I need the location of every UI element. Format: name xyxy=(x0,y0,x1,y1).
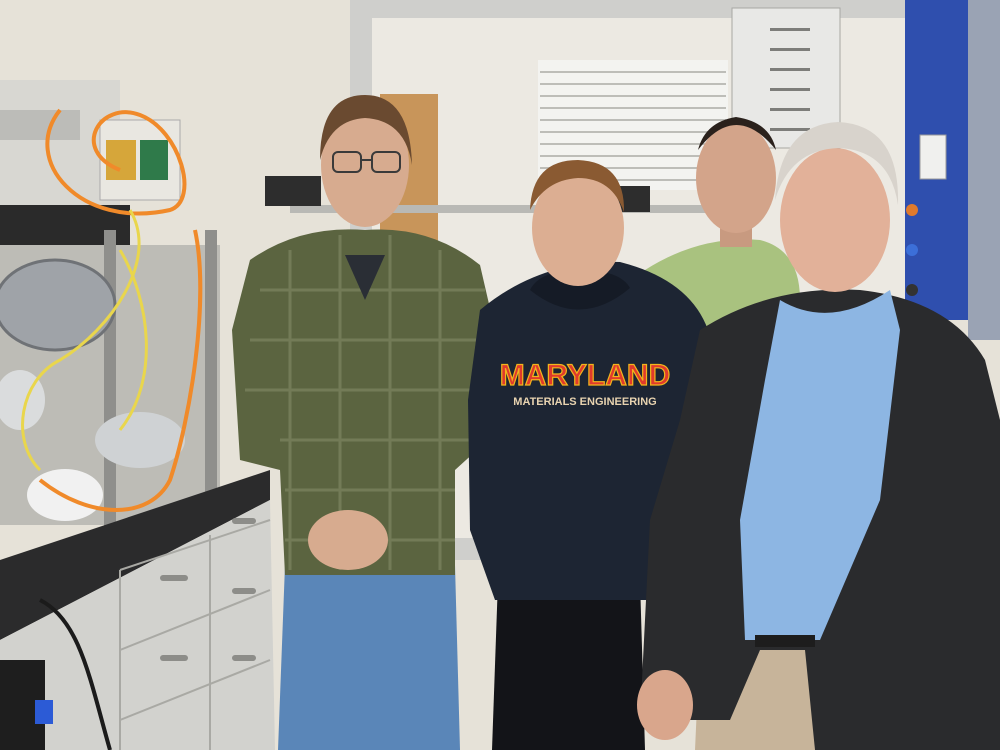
person-blazer xyxy=(637,122,1000,750)
display-unit xyxy=(265,176,321,206)
black-pants xyxy=(492,580,645,750)
cabinets xyxy=(0,500,275,750)
face xyxy=(321,103,409,227)
vacuum-chamber xyxy=(0,258,117,352)
face xyxy=(696,123,776,233)
sweatshirt-text-maryland: MARYLAND xyxy=(500,359,671,392)
hair xyxy=(320,95,412,165)
lab-furnace xyxy=(0,80,650,245)
bench-top xyxy=(0,470,270,640)
person-plaid-shirt xyxy=(232,95,495,750)
orange-cable xyxy=(45,108,187,216)
rail xyxy=(290,205,710,213)
person-maryland-hoodie: MARYLAND MATERIALS ENGINEERING xyxy=(468,160,710,750)
hand xyxy=(637,670,693,740)
hands xyxy=(308,510,388,570)
sweatshirt-text-materials-engineering: MATERIALS ENGINEERING xyxy=(513,396,656,408)
hoodie xyxy=(468,261,710,600)
equipment-rack xyxy=(0,108,220,530)
face xyxy=(780,148,890,292)
yellow-cable xyxy=(21,209,141,472)
blue-frame xyxy=(905,0,1000,340)
hair xyxy=(698,117,776,150)
face xyxy=(532,170,624,286)
glasses xyxy=(332,151,401,173)
foil-wrap xyxy=(95,412,185,468)
blue-shirt xyxy=(740,290,900,640)
jeans xyxy=(278,565,460,750)
belt xyxy=(755,635,815,647)
hair xyxy=(530,160,625,212)
lab-bench xyxy=(0,470,275,750)
hair xyxy=(775,122,899,205)
